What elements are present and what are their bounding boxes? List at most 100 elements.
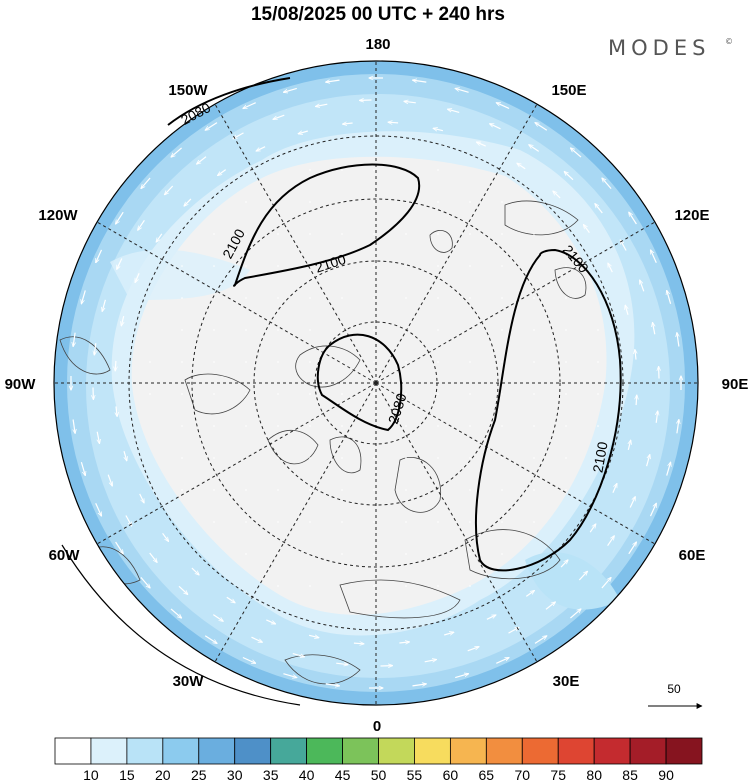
colorbar-tick-label: 50 — [371, 767, 387, 782]
calm-wind-dot — [213, 329, 215, 331]
calm-wind-dot — [437, 393, 439, 395]
wind-vector — [96, 249, 103, 263]
wind-vector — [444, 632, 454, 636]
calm-wind-dot — [437, 297, 439, 299]
calm-wind-dot — [245, 297, 247, 299]
wind-vector — [204, 635, 217, 644]
wind-vector — [162, 532, 169, 541]
calm-wind-dot — [501, 297, 503, 299]
wind-vector — [667, 290, 672, 304]
calm-wind-dot — [309, 425, 311, 427]
wind-vector — [80, 462, 85, 475]
calm-wind-dot — [341, 169, 343, 171]
wind-vector — [325, 684, 340, 686]
calm-wind-dot — [469, 553, 471, 555]
wind-vector — [336, 663, 348, 665]
calm-wind-dot — [341, 585, 343, 587]
map-title: 15/08/2025 00 UTC + 240 hrs — [251, 4, 505, 25]
wind-vector — [212, 614, 223, 622]
wind-vector — [353, 643, 364, 644]
calm-wind-dot — [341, 329, 343, 331]
calm-wind-dot — [341, 425, 343, 427]
calm-wind-dot — [373, 393, 375, 395]
calm-wind-dot — [597, 361, 599, 363]
colorbar-swatch — [234, 737, 272, 765]
calm-wind-dot — [405, 521, 407, 523]
calm-wind-dot — [469, 425, 471, 427]
wind-vector — [629, 497, 635, 508]
calm-wind-dot — [405, 489, 407, 491]
colorbar-swatch — [449, 737, 487, 765]
calm-region — [131, 156, 607, 615]
calm-wind-dot — [309, 169, 311, 171]
calm-wind-dot — [309, 361, 311, 363]
wind-vector — [139, 493, 144, 503]
wind-vector — [455, 674, 468, 679]
wind-vector — [607, 536, 615, 547]
wind-vector — [94, 343, 96, 355]
calm-wind-dot — [245, 553, 247, 555]
wind-vector — [156, 233, 163, 242]
calm-wind-dot — [469, 297, 471, 299]
calm-wind-dot — [373, 169, 375, 171]
colorbar-swatch — [485, 737, 523, 765]
calm-wind-dot — [373, 521, 375, 523]
colorbar-swatch — [629, 737, 667, 765]
calm-wind-dot — [341, 201, 343, 203]
calm-wind-dot — [341, 361, 343, 363]
colorbar-swatch — [90, 737, 128, 765]
colorbar-tick-label: 40 — [299, 767, 315, 782]
wind-vector — [197, 156, 207, 164]
colorbar-tick-label: 30 — [227, 767, 243, 782]
wind-vector — [115, 541, 124, 554]
calm-wind-dot — [149, 393, 151, 395]
calm-wind-dot — [213, 297, 215, 299]
calm-wind-dot — [405, 233, 407, 235]
calm-wind-dot — [277, 521, 279, 523]
calm-wind-dot — [181, 425, 183, 427]
calm-wind-dot — [405, 297, 407, 299]
colorbar-swatch — [665, 737, 703, 765]
wind-vector — [595, 204, 603, 214]
calm-wind-dot — [309, 393, 311, 395]
calm-wind-dot — [373, 361, 375, 363]
calm-wind-dot — [501, 457, 503, 459]
wind-vector — [553, 191, 561, 199]
lon-label-60w: 60W — [49, 547, 81, 564]
calm-wind-dot — [213, 265, 215, 267]
colorbar-swatch — [306, 737, 343, 765]
wind-vector — [283, 87, 297, 92]
calm-wind-dot — [565, 329, 567, 331]
calm-wind-dot — [405, 265, 407, 267]
calm-wind-dot — [309, 297, 311, 299]
colorbar-tick-label: 35 — [263, 767, 279, 782]
colorbar-swatch — [414, 737, 451, 765]
wind-vector — [656, 411, 658, 423]
calm-wind-dot — [469, 489, 471, 491]
calm-wind-dot — [277, 329, 279, 331]
wind-vector — [477, 142, 486, 147]
calm-wind-dot — [309, 489, 311, 491]
wind-vector — [95, 503, 102, 516]
wind-vector — [73, 419, 75, 434]
wind-vector — [243, 102, 256, 109]
wind-vector — [649, 503, 657, 517]
wind-vector — [256, 146, 266, 151]
wind-vector — [184, 198, 192, 206]
calm-wind-dot — [501, 329, 503, 331]
calm-wind-dot — [245, 265, 247, 267]
calm-wind-dot — [277, 297, 279, 299]
wind-vector — [343, 123, 353, 124]
colorbar-swatch — [378, 737, 415, 765]
shade-patch-east — [525, 552, 620, 610]
map-boundary — [53, 60, 699, 706]
lon-label-30w: 30W — [173, 673, 205, 690]
calm-wind-dot — [181, 361, 183, 363]
calm-wind-dot — [373, 457, 375, 459]
calm-wind-dot — [341, 521, 343, 523]
calm-wind-dot — [501, 265, 503, 267]
calm-wind-dot — [565, 297, 567, 299]
calm-wind-dot — [469, 361, 471, 363]
calm-wind-dot — [277, 425, 279, 427]
lon-label-150e: 150E — [551, 82, 586, 99]
